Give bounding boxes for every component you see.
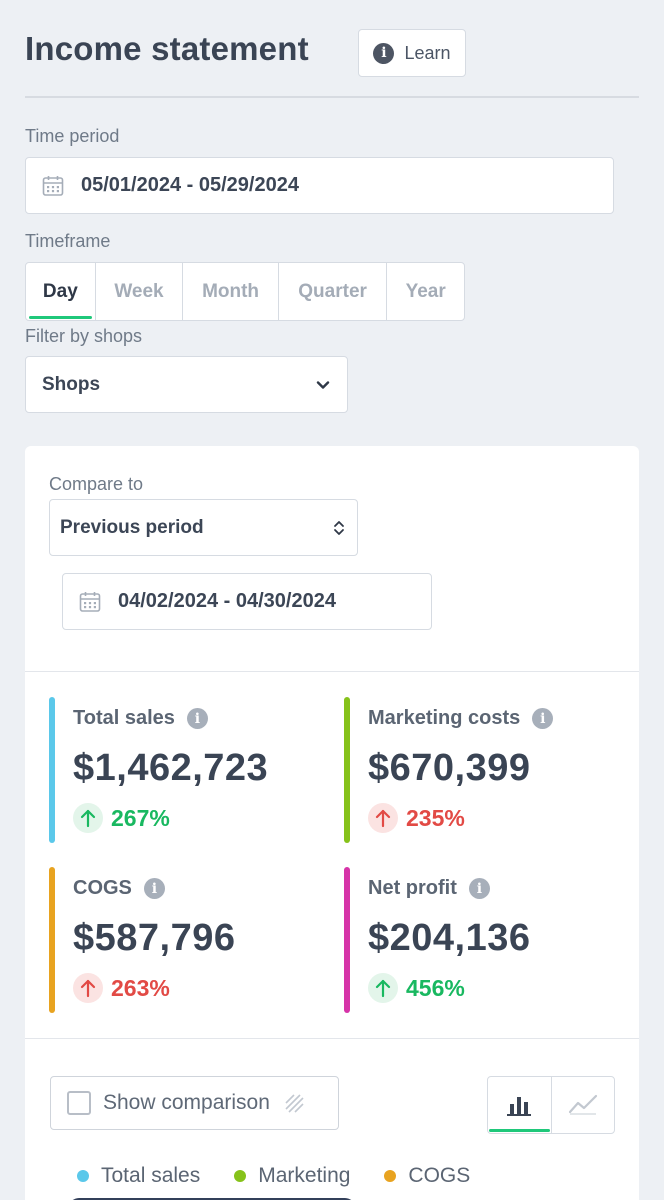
summary-card: Compare to Previous period 04/02/2024 - …	[25, 446, 639, 1200]
legend-item-total-sales[interactable]: Total sales	[77, 1164, 200, 1188]
calendar-icon	[79, 591, 101, 612]
info-icon[interactable]: i	[532, 708, 554, 729]
timeframe-option-week[interactable]: Week	[96, 263, 184, 320]
header-divider	[25, 96, 639, 98]
arrow-up-icon	[368, 973, 398, 1003]
metric-value: $670,399	[368, 747, 531, 789]
metric-change: 267%	[73, 803, 170, 833]
learn-button[interactable]: i Learn	[358, 29, 466, 77]
metric-change-value: 456%	[406, 974, 465, 1001]
metric-accent-bar	[344, 697, 350, 843]
timeframe-option-day[interactable]: Day	[26, 263, 96, 320]
metric-accent-bar	[49, 697, 55, 843]
shop-filter-value: Shops	[42, 373, 101, 395]
legend-label: COGS	[408, 1164, 471, 1187]
show-comparison-toggle[interactable]: Show comparison	[50, 1076, 339, 1130]
info-icon[interactable]: i	[143, 878, 165, 899]
chart-legend: Total sales Marketing COGS	[77, 1164, 470, 1188]
metric-label: Total sales	[73, 707, 175, 729]
compare-date-picker[interactable]: 04/02/2024 - 04/30/2024	[62, 573, 432, 630]
time-period-value: 05/01/2024 - 05/29/2024	[81, 174, 299, 196]
line-chart-icon	[568, 1094, 597, 1115]
metric-change-value: 267%	[111, 804, 170, 831]
show-comparison-checkbox[interactable]	[67, 1091, 91, 1115]
card-divider	[25, 671, 639, 672]
info-icon: i	[373, 42, 395, 64]
chevron-down-icon	[316, 380, 330, 389]
compare-date-value: 04/02/2024 - 04/30/2024	[118, 590, 336, 612]
metric-change: 235%	[368, 803, 465, 833]
arrow-up-icon	[368, 803, 398, 833]
timeframe-selector: Day Week Month Quarter Year	[25, 262, 465, 321]
arrow-up-icon	[73, 973, 103, 1003]
legend-dot	[234, 1170, 247, 1182]
info-icon[interactable]: i	[468, 878, 490, 899]
legend-item-cogs[interactable]: COGS	[384, 1164, 470, 1188]
metric-net-profit: Net profit i $204,136 456%	[344, 867, 604, 1013]
line-chart-button[interactable]	[550, 1077, 615, 1133]
metric-label: Net profit	[368, 877, 457, 899]
time-period-picker[interactable]: 05/01/2024 - 05/29/2024	[25, 157, 614, 214]
metric-accent-bar	[344, 867, 350, 1013]
info-icon[interactable]: i	[186, 708, 208, 729]
shop-filter-label: Filter by shops	[25, 326, 143, 346]
metric-marketing-costs: Marketing costs i $670,399 235%	[344, 697, 604, 843]
compare-value: Previous period	[60, 516, 204, 538]
legend-label: Total sales	[101, 1164, 201, 1187]
metric-value: $204,136	[368, 917, 531, 959]
legend-label: Marketing	[258, 1164, 351, 1187]
legend-dot	[77, 1170, 89, 1182]
metric-accent-bar	[49, 867, 55, 1013]
metric-change-value: 263%	[111, 974, 170, 1001]
legend-item-marketing[interactable]: Marketing	[234, 1164, 350, 1188]
bar-chart-icon	[507, 1097, 532, 1116]
time-period-label: Time period	[25, 126, 120, 146]
chart-view-toggle	[487, 1076, 615, 1134]
timeframe-option-year[interactable]: Year	[405, 280, 446, 302]
compare-select[interactable]: Previous period	[49, 499, 358, 556]
metric-label: Marketing costs	[368, 707, 521, 729]
metric-total-sales: Total sales i $1,462,723 267%	[49, 697, 309, 843]
bar-chart-button[interactable]	[488, 1077, 551, 1133]
metric-change-value: 235%	[406, 804, 465, 831]
show-comparison-label: Show comparison	[103, 1091, 270, 1114]
metric-cogs: COGS i $587,796 263%	[49, 867, 309, 1013]
timeframe-option-quarter[interactable]: Quarter	[279, 263, 388, 320]
shop-filter-select[interactable]: Shops	[25, 356, 348, 413]
timeframe-label: Timeframe	[25, 231, 111, 251]
chevron-up-down-icon	[334, 520, 344, 535]
timeframe-option-month[interactable]: Month	[183, 263, 279, 320]
card-divider	[25, 1038, 639, 1039]
legend-dot	[384, 1170, 397, 1182]
calendar-icon	[42, 175, 64, 196]
page-title: Income statement	[25, 30, 309, 67]
compare-label: Compare to	[49, 474, 144, 494]
learn-label: Learn	[404, 42, 451, 63]
arrow-up-icon	[73, 803, 103, 833]
metric-change: 456%	[368, 973, 465, 1003]
chart-tooltip-edge	[69, 1198, 355, 1200]
comparison-hatch-icon	[285, 1094, 304, 1113]
metric-label: COGS	[73, 877, 132, 899]
metric-value: $587,796	[73, 917, 236, 959]
metric-value: $1,462,723	[73, 747, 269, 789]
metric-change: 263%	[73, 973, 170, 1003]
